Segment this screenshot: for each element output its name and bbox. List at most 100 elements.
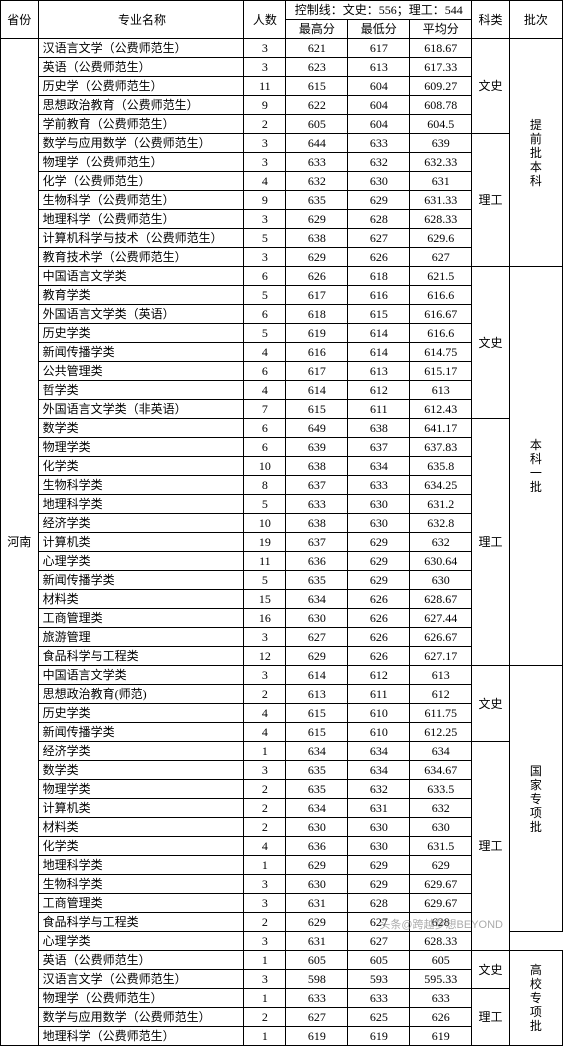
count-cell: 2 — [244, 685, 286, 704]
major-name: 公共管理类 — [38, 362, 244, 381]
major-name: 材料类 — [38, 818, 244, 837]
min-cell: 611 — [348, 685, 410, 704]
major-name: 计算机科学与技术（公费师范生） — [38, 229, 244, 248]
major-name: 汉语言文学（公费师范生） — [38, 39, 244, 58]
min-cell: 632 — [348, 780, 410, 799]
avg-cell: 612 — [410, 685, 472, 704]
major-name: 地理科学（公费师范生） — [38, 210, 244, 229]
count-cell: 4 — [244, 343, 286, 362]
avg-cell: 634 — [410, 742, 472, 761]
count-cell: 4 — [244, 723, 286, 742]
major-name: 中国语言文学类 — [38, 666, 244, 685]
subject-cell: 理工 — [472, 419, 510, 666]
min-cell: 629 — [348, 191, 410, 210]
max-cell: 635 — [286, 191, 348, 210]
avg-cell: 604.5 — [410, 115, 472, 134]
max-cell: 615 — [286, 400, 348, 419]
min-cell: 610 — [348, 723, 410, 742]
watermark: 头条@跨越梦想BEYOND — [379, 916, 503, 932]
max-cell: 631 — [286, 932, 348, 951]
major-name: 旅游管理 — [38, 628, 244, 647]
max-cell: 618 — [286, 305, 348, 324]
avg-cell: 616.6 — [410, 324, 472, 343]
major-name: 历史学类 — [38, 704, 244, 723]
count-cell: 3 — [244, 875, 286, 894]
major-name: 材料类 — [38, 590, 244, 609]
count-cell: 2 — [244, 913, 286, 932]
count-cell: 1 — [244, 856, 286, 875]
major-name: 思想政治教育（公费师范生） — [38, 96, 244, 115]
min-cell: 605 — [348, 951, 410, 970]
min-cell: 630 — [348, 172, 410, 191]
max-cell: 627 — [286, 628, 348, 647]
count-cell: 5 — [244, 286, 286, 305]
major-name: 食品科学与工程类 — [38, 913, 244, 932]
min-cell: 619 — [348, 1027, 410, 1046]
table-row: 数学与应用数学（公费师范生）3644633639理工 — [1, 134, 563, 153]
min-cell: 633 — [348, 989, 410, 1008]
count-cell: 4 — [244, 704, 286, 723]
max-cell: 629 — [286, 856, 348, 875]
avg-cell: 611.75 — [410, 704, 472, 723]
table-row: 中国语言文学类3614612613文史国家专项批 — [1, 666, 563, 685]
max-cell: 633 — [286, 495, 348, 514]
count-cell: 3 — [244, 58, 286, 77]
avg-cell: 629.67 — [410, 875, 472, 894]
max-cell: 605 — [286, 115, 348, 134]
min-cell: 612 — [348, 381, 410, 400]
min-cell: 628 — [348, 210, 410, 229]
avg-cell: 631.5 — [410, 837, 472, 856]
max-cell: 621 — [286, 39, 348, 58]
min-cell: 604 — [348, 115, 410, 134]
min-cell: 604 — [348, 96, 410, 115]
max-cell: 614 — [286, 381, 348, 400]
table-row: 经济学类1634634634理工 — [1, 742, 563, 761]
major-name: 汉语言文学（公费师范生） — [38, 970, 244, 989]
min-cell: 627 — [348, 932, 410, 951]
max-cell: 635 — [286, 761, 348, 780]
min-cell: 626 — [348, 590, 410, 609]
major-name: 心理学类 — [38, 932, 244, 951]
max-cell: 630 — [286, 818, 348, 837]
major-name: 历史学（公费师范生） — [38, 77, 244, 96]
major-name: 历史学类 — [38, 324, 244, 343]
avg-cell: 627 — [410, 248, 472, 267]
count-cell: 3 — [244, 666, 286, 685]
max-cell: 637 — [286, 476, 348, 495]
max-cell: 622 — [286, 96, 348, 115]
avg-cell: 615.17 — [410, 362, 472, 381]
table-row: 中国语言文学类6626618621.5文史本科一批 — [1, 267, 563, 286]
max-cell: 634 — [286, 799, 348, 818]
count-cell: 5 — [244, 324, 286, 343]
batch-cell: 高校专项批 — [509, 951, 562, 1046]
header-subject: 科类 — [472, 1, 510, 39]
major-name: 食品科学与工程类 — [38, 647, 244, 666]
max-cell: 634 — [286, 590, 348, 609]
table-body: 河南汉语言文学（公费师范生）3621617618.67文史提前批本科英语（公费师… — [1, 39, 563, 1046]
major-name: 物理学类 — [38, 780, 244, 799]
count-cell: 6 — [244, 362, 286, 381]
avg-cell: 613 — [410, 666, 472, 685]
max-cell: 613 — [286, 685, 348, 704]
avg-cell: 630.64 — [410, 552, 472, 571]
count-cell: 11 — [244, 77, 286, 96]
count-cell: 15 — [244, 590, 286, 609]
min-cell: 613 — [348, 58, 410, 77]
count-cell: 16 — [244, 609, 286, 628]
max-cell: 615 — [286, 704, 348, 723]
max-cell: 598 — [286, 970, 348, 989]
avg-cell: 608.78 — [410, 96, 472, 115]
max-cell: 629 — [286, 248, 348, 267]
avg-cell: 633.5 — [410, 780, 472, 799]
major-name: 哲学类 — [38, 381, 244, 400]
min-cell: 628 — [348, 894, 410, 913]
count-cell: 11 — [244, 552, 286, 571]
major-name: 计算机类 — [38, 799, 244, 818]
max-cell: 637 — [286, 533, 348, 552]
max-cell: 635 — [286, 780, 348, 799]
major-name: 英语（公费师范生） — [38, 58, 244, 77]
avg-cell: 632 — [410, 533, 472, 552]
major-name: 新闻传播学类 — [38, 343, 244, 362]
max-cell: 627 — [286, 1008, 348, 1027]
min-cell: 629 — [348, 552, 410, 571]
